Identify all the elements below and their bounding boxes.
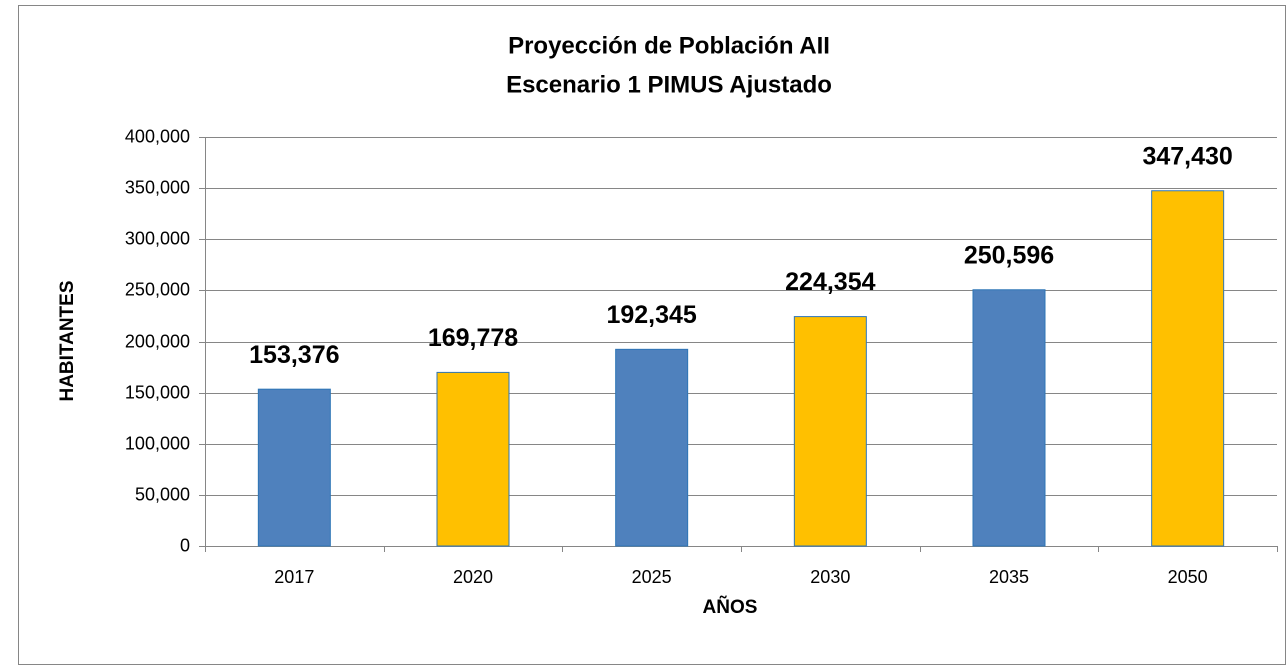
x-tick-label: 2025 (632, 567, 672, 587)
x-tick-label: 2030 (810, 567, 850, 587)
x-tick-label: 2020 (453, 567, 493, 587)
bar (257, 388, 331, 547)
y-tick-label: 100,000 (125, 433, 190, 453)
bar (1151, 190, 1225, 547)
chart-border (18, 5, 1286, 665)
data-label: 347,430 (1142, 142, 1232, 170)
y-tick-label: 150,000 (125, 382, 190, 402)
data-label: 169,778 (428, 324, 518, 352)
chart-title: Proyección de Población AII (508, 32, 830, 59)
y-tick-label: 350,000 (125, 177, 190, 197)
data-label: 153,376 (249, 341, 339, 369)
x-axis-title: AÑOS (703, 596, 758, 618)
y-tick-label: 400,000 (125, 126, 190, 146)
bar (615, 348, 689, 547)
bar (436, 371, 510, 547)
chart-subtitle: Escenario 1 PIMUS Ajustado (506, 71, 832, 98)
y-tick-label: 50,000 (135, 484, 190, 504)
y-tick-label: 0 (180, 535, 190, 555)
data-label: 250,596 (964, 241, 1054, 269)
bar (793, 316, 867, 547)
x-tick-label: 2035 (989, 567, 1029, 587)
data-label: 224,354 (785, 268, 875, 296)
x-tick-label: 2050 (1168, 567, 1208, 587)
y-tick-label: 300,000 (125, 228, 190, 248)
data-label: 192,345 (606, 301, 696, 329)
bar (972, 289, 1046, 547)
y-tick-label: 200,000 (125, 331, 190, 351)
y-axis-title: HABITANTES (57, 280, 78, 401)
x-tick-label: 2017 (274, 567, 314, 587)
y-tick-label: 250,000 (125, 279, 190, 299)
